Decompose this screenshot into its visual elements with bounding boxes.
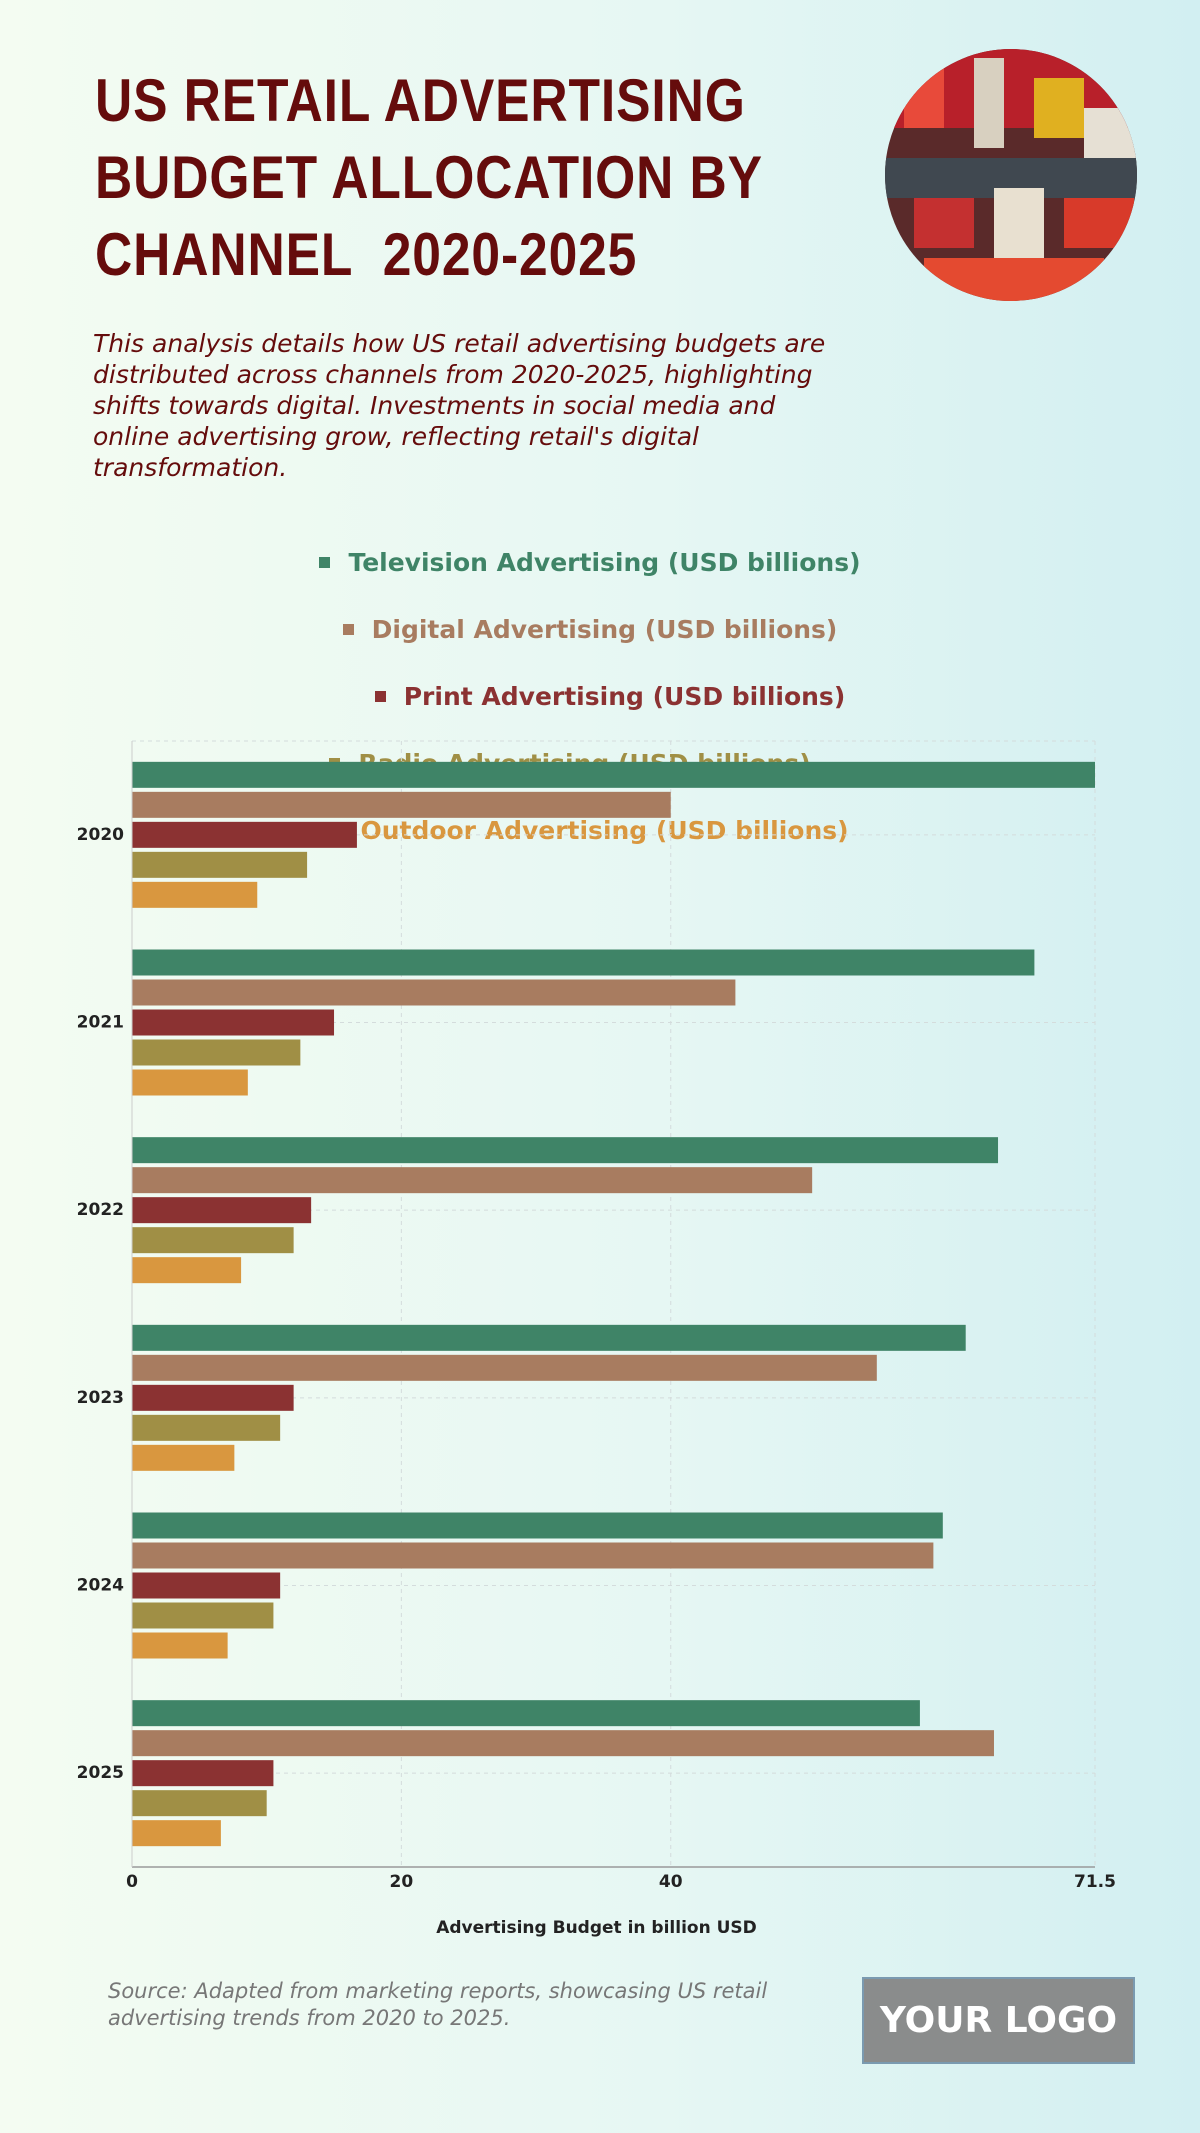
bar [132,949,1035,976]
bar [132,1444,235,1471]
bar [132,1790,267,1817]
legend-item: Print Advertising (USD billions) [374,682,846,711]
x-tick-label: 0 [126,1872,138,1892]
y-tick-label: 2021 [77,1013,124,1033]
legend-swatch [319,557,331,568]
legend-item: Digital Advertising (USD billions) [342,615,838,644]
title: US RETAIL ADVERTISING BUDGET ALLOCATION … [95,62,763,293]
bar [132,1760,274,1787]
bar [132,1632,228,1659]
bar [132,1039,301,1066]
bar [132,1542,934,1569]
bar [132,1730,994,1757]
y-tick-label: 2020 [77,825,124,845]
x-tick-label: 40 [659,1872,683,1892]
bar [132,1414,281,1441]
bar [132,1257,242,1284]
bar [132,1009,335,1036]
legend-label: Outdoor Advertising (USD billions) [360,816,849,845]
x-axis-title: Advertising Budget in billion USD [436,1918,757,1938]
bar [132,1354,877,1381]
bar [132,1167,813,1194]
legend-label: Digital Advertising (USD billions) [371,615,838,644]
bar [132,1227,294,1254]
logo: YOUR LOGO [862,1977,1135,2064]
subtitle: This analysis details how US retail adve… [93,329,826,482]
bar [132,1512,943,1539]
bar [132,1602,274,1629]
bar [132,791,671,818]
title-line: BUDGET ALLOCATION BY [95,144,763,211]
y-tick-label: 2025 [77,1763,124,1783]
bar [132,1384,294,1411]
legend-swatch [374,691,386,702]
title-line: CHANNEL 2020-2025 [95,221,638,288]
y-tick-label: 2022 [77,1200,124,1220]
legend-label: Print Advertising (USD billions) [403,682,846,711]
legend-swatch [342,624,354,635]
y-tick-label: 2023 [77,1388,124,1408]
bar [132,1069,248,1096]
bar [132,979,736,1006]
bar [132,1572,281,1599]
y-tick-label: 2024 [77,1576,124,1596]
x-tick-label: 20 [390,1872,414,1892]
bar [132,821,357,848]
bar [132,761,1095,788]
bar [132,1197,312,1224]
bar [132,1137,999,1164]
bar [132,1700,920,1727]
x-tick-label: 71.5 [1074,1872,1116,1892]
bar [132,851,308,878]
legend-item: Television Advertising (USD billions) [319,548,861,577]
header-photo [885,49,1137,301]
bar [132,881,258,908]
bar [132,1820,221,1847]
source-note: Source: Adapted from marketing reports, … [108,1979,768,2030]
legend-label: Television Advertising (USD billions) [348,548,861,577]
legend-item: Outdoor Advertising (USD billions) [80,816,1100,845]
bar [132,1324,966,1351]
title-line: US RETAIL ADVERTISING [95,67,746,134]
